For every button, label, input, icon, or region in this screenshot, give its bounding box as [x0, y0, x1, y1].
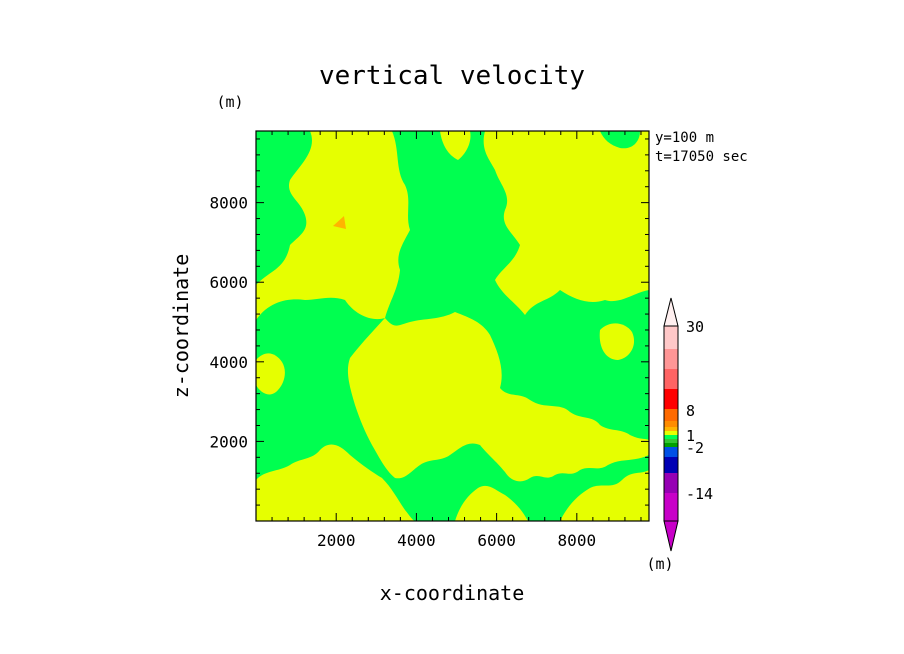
- colorbar-cell: [664, 443, 678, 447]
- colorbar-top-arrow: [663, 297, 679, 327]
- colorbar-cell: [664, 439, 678, 443]
- yellow-region-mid-right: [599, 323, 635, 360]
- y-tick-label: 2000: [209, 432, 248, 451]
- yellow-region-mid-left: [256, 353, 285, 395]
- colorbar: 30 8 1 -2 -14 (m): [646, 297, 713, 573]
- y-tick-label: 8000: [209, 194, 248, 213]
- yellow-region-lower-left: [256, 444, 415, 521]
- colorbar-cell: [664, 326, 678, 349]
- colorbar-label-30: 30: [686, 318, 704, 336]
- colorbar-cell: [664, 435, 678, 439]
- chart-title: vertical velocity: [319, 61, 585, 91]
- colorbar-cell: [664, 473, 678, 493]
- colorbar-cell: [664, 431, 678, 435]
- x-axis-label: x-coordinate: [380, 581, 525, 605]
- x-tick-label: 2000: [317, 531, 356, 550]
- yellow-region-center: [347, 312, 649, 482]
- colorbar-cell: [664, 409, 678, 421]
- y-tick-label: 6000: [209, 273, 248, 292]
- x-tick-label: 6000: [477, 531, 516, 550]
- x-tick-label: 4000: [397, 531, 436, 550]
- colorbar-cells: [664, 326, 678, 521]
- colorbar-cell: [664, 447, 678, 457]
- colorbar-unit: (m): [646, 555, 673, 573]
- orange-patch: [333, 216, 346, 229]
- colorbar-cell: [664, 427, 678, 431]
- colorbar-cell: [664, 421, 678, 427]
- x-axis-ticks: 2000 4000 6000 8000: [271, 131, 642, 550]
- x-tick-label: 8000: [558, 531, 597, 550]
- y-axis-label: z-coordinate: [169, 254, 193, 399]
- colorbar-label-8: 8: [686, 402, 695, 420]
- yellow-region-lower-right: [560, 470, 649, 521]
- yellow-region-upper-left: [256, 131, 410, 320]
- yellow-region-lower-middle: [455, 485, 528, 521]
- yellow-region-top-2: [600, 131, 640, 149]
- yellow-region-top-1: [440, 131, 471, 160]
- colorbar-bottom-arrow: [663, 520, 679, 552]
- annotation-t: t=17050 sec: [655, 149, 748, 165]
- colorbar-frame: [663, 325, 679, 522]
- colorbar-cell: [664, 349, 678, 369]
- y-unit-label: (m): [216, 93, 243, 111]
- colorbar-label-1: 1: [686, 427, 695, 445]
- colorbar-label-minus14: -14: [686, 485, 713, 503]
- colorbar-cell: [664, 493, 678, 521]
- yellow-region-upper-right: [483, 131, 649, 315]
- plot-area: [255, 130, 650, 522]
- colorbar-cell: [664, 457, 678, 473]
- colorbar-cell: [664, 389, 678, 409]
- y-tick-label: 4000: [209, 353, 248, 372]
- yellow-regions: [256, 131, 649, 521]
- colorbar-cell: [664, 369, 678, 389]
- colorbar-label-minus2: -2: [686, 439, 704, 457]
- plot-frame: [255, 130, 650, 522]
- annotation-y: y=100 m: [655, 130, 714, 146]
- y-axis-ticks: 2000 4000 6000 8000: [209, 138, 649, 506]
